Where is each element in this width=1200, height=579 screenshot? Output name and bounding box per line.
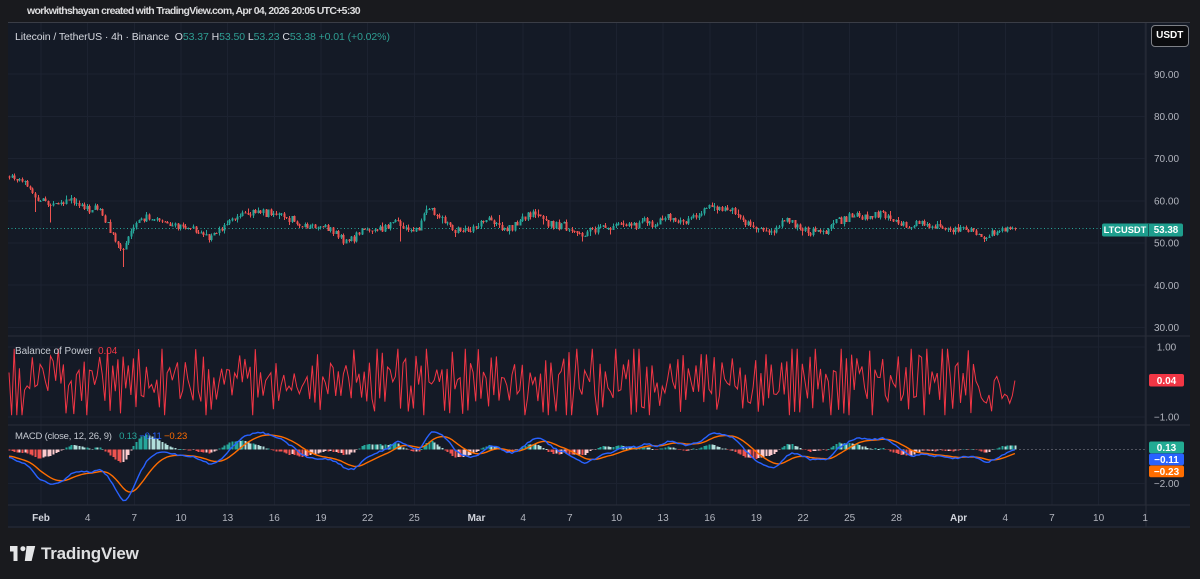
svg-text:Mar: Mar	[468, 513, 486, 524]
svg-text:28: 28	[891, 513, 903, 524]
svg-text:25: 25	[409, 513, 421, 524]
svg-text:10: 10	[175, 513, 187, 524]
svg-text:7: 7	[567, 513, 573, 524]
svg-text:10: 10	[1093, 513, 1105, 524]
svg-text:−2.00: −2.00	[1154, 479, 1180, 490]
svg-text:13: 13	[222, 513, 234, 524]
svg-text:10: 10	[611, 513, 623, 524]
svg-text:1: 1	[1142, 513, 1148, 524]
svg-text:LTCUSDT: LTCUSDT	[1104, 225, 1147, 235]
svg-text:−0.23: −0.23	[1154, 467, 1180, 478]
svg-text:16: 16	[704, 513, 716, 524]
svg-text:0.13: 0.13	[1157, 443, 1177, 454]
svg-text:22: 22	[362, 513, 374, 524]
svg-text:4: 4	[520, 513, 526, 524]
svg-text:−1.00: −1.00	[1154, 413, 1180, 424]
svg-text:−0.11: −0.11	[1154, 455, 1179, 466]
svg-text:25: 25	[844, 513, 856, 524]
svg-text:4: 4	[1003, 513, 1009, 524]
svg-text:70.00: 70.00	[1154, 154, 1179, 165]
svg-text:1.00: 1.00	[1157, 343, 1177, 354]
svg-text:30.00: 30.00	[1154, 323, 1179, 334]
svg-text:90.00: 90.00	[1154, 70, 1179, 81]
svg-text:7: 7	[132, 513, 138, 524]
svg-text:0.04: 0.04	[1157, 376, 1177, 387]
svg-text:Feb: Feb	[32, 513, 50, 524]
svg-text:50.00: 50.00	[1154, 239, 1179, 250]
svg-text:Apr: Apr	[950, 513, 967, 524]
svg-text:60.00: 60.00	[1154, 197, 1179, 208]
svg-text:19: 19	[315, 513, 327, 524]
svg-text:19: 19	[751, 513, 763, 524]
svg-text:4: 4	[85, 513, 91, 524]
svg-text:53.38: 53.38	[1154, 225, 1179, 236]
svg-text:13: 13	[658, 513, 670, 524]
svg-text:16: 16	[269, 513, 281, 524]
svg-text:40.00: 40.00	[1154, 281, 1179, 292]
svg-text:80.00: 80.00	[1154, 112, 1179, 123]
svg-text:22: 22	[798, 513, 810, 524]
svg-text:7: 7	[1049, 513, 1055, 524]
